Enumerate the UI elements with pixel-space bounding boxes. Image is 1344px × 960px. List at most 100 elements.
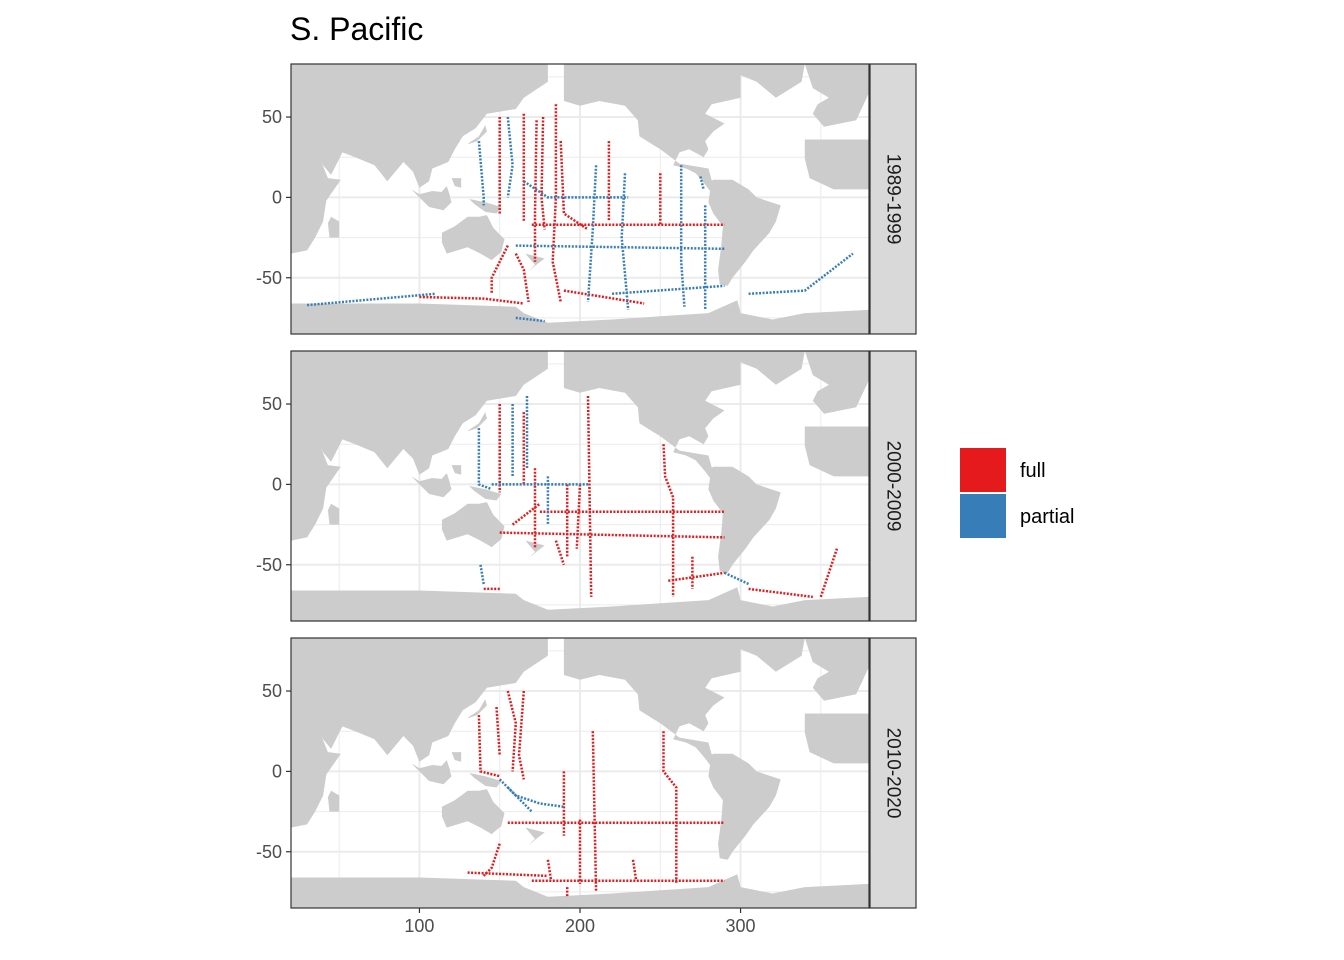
- track-partial: [612, 284, 725, 296]
- facet-panel-2000-2009: 50 0 -50 2000-2009: [256, 350, 917, 622]
- x-tick-label: 100: [404, 916, 434, 936]
- plot-title: S. Pacific: [290, 11, 423, 47]
- track-full: [631, 859, 638, 881]
- land-polygon: [291, 638, 548, 762]
- track-full: [668, 571, 725, 583]
- track-full: [477, 715, 501, 778]
- facet-strip: [869, 350, 917, 622]
- legend: full partial: [960, 448, 1074, 538]
- facet-panel-2010-2020: 50 0 -50 2010-2020: [256, 637, 917, 909]
- land-polygon: [291, 351, 548, 475]
- cruise-tracks: [467, 690, 725, 897]
- land-polygon: [804, 713, 869, 764]
- legend-key-partial: [960, 494, 1006, 538]
- y-tick-label: -50: [256, 842, 282, 862]
- facet-strip-label: 2000-2009: [883, 441, 904, 532]
- panel-border: [290, 350, 870, 622]
- land-polygon: [441, 789, 505, 835]
- land-polygon: [291, 300, 869, 334]
- land-polygon: [525, 540, 545, 559]
- land-polygon: [469, 199, 502, 214]
- facet-strip-label: 1989-1999: [883, 154, 904, 245]
- land-polygon: [327, 790, 340, 812]
- x-axis: 100 200 300: [404, 908, 756, 936]
- track-partial: [523, 180, 629, 199]
- track-partial: [477, 428, 493, 491]
- land-polygon: [563, 64, 741, 187]
- track-full: [819, 548, 839, 598]
- track-full: [662, 444, 675, 597]
- land-polygon: [705, 466, 781, 573]
- track-full: [591, 731, 598, 892]
- facet-strip-label: 2010-2020: [883, 728, 904, 819]
- track-full: [546, 859, 553, 881]
- track-full: [511, 502, 541, 526]
- land-polygon: [327, 216, 340, 238]
- land-polygon: [467, 699, 487, 719]
- facet-panel-1989-1999: 50 0 -50 1989-1999: [256, 63, 917, 335]
- land-polygon: [451, 465, 462, 475]
- land-polygon: [467, 125, 487, 145]
- land-polygon: [705, 753, 781, 860]
- land-polygon: [467, 412, 487, 432]
- land-polygon: [291, 433, 341, 541]
- y-tick-label: -50: [256, 268, 282, 288]
- cruise-tracks: [306, 104, 854, 323]
- land-polygon: [737, 64, 805, 98]
- land-masses: [291, 64, 869, 334]
- facet-strip: [869, 637, 917, 909]
- land-masses: [291, 638, 869, 908]
- track-partial: [498, 778, 565, 809]
- track-partial: [506, 116, 514, 198]
- track-partial: [586, 165, 598, 302]
- land-masses: [291, 351, 869, 621]
- track-partial: [506, 786, 533, 813]
- land-polygon: [804, 64, 869, 127]
- cruise-tracks: [477, 395, 839, 599]
- track-full: [499, 531, 725, 539]
- y-tick-label: 0: [272, 761, 282, 781]
- land-polygon: [525, 827, 545, 846]
- land-polygon: [441, 502, 505, 548]
- x-tick-label: 300: [726, 916, 756, 936]
- land-polygon: [804, 139, 869, 190]
- x-tick-label: 200: [565, 916, 595, 936]
- track-partial: [477, 140, 485, 206]
- track-full: [554, 540, 566, 566]
- y-tick-label: 0: [272, 474, 282, 494]
- land-polygon: [291, 874, 869, 908]
- track-full: [748, 587, 813, 599]
- track-full: [575, 484, 582, 549]
- land-polygon: [451, 178, 462, 188]
- track-partial: [723, 571, 750, 586]
- land-polygon: [563, 638, 741, 761]
- track-full: [559, 141, 589, 231]
- track-partial: [699, 176, 705, 190]
- legend-key-full: [960, 448, 1006, 492]
- y-tick-label: 0: [272, 187, 282, 207]
- land-polygon: [291, 64, 548, 188]
- legend-label-full: full: [1020, 460, 1046, 482]
- track-full: [517, 690, 526, 780]
- y-tick-label: -50: [256, 555, 282, 575]
- land-polygon: [433, 473, 450, 491]
- y-tick-label: 50: [262, 394, 282, 414]
- land-polygon: [291, 720, 341, 828]
- y-tick-label: 50: [262, 681, 282, 701]
- land-polygon: [291, 587, 869, 621]
- track-full: [514, 253, 530, 303]
- land-polygon: [705, 179, 781, 286]
- track-full: [419, 295, 524, 305]
- land-polygon: [451, 752, 462, 762]
- land-polygon: [433, 760, 450, 778]
- y-tick-label: 50: [262, 107, 282, 127]
- land-polygon: [441, 215, 505, 261]
- land-polygon: [737, 638, 805, 672]
- facet-panels: 50 0 -50 1989-1999 50 0 -50 2000-2009 50 0 -50 2010…: [256, 63, 917, 909]
- track-partial: [679, 165, 686, 307]
- land-polygon: [804, 638, 869, 701]
- land-polygon: [469, 773, 502, 788]
- land-polygon: [525, 253, 545, 272]
- track-partial: [748, 252, 854, 296]
- track-full: [540, 116, 546, 230]
